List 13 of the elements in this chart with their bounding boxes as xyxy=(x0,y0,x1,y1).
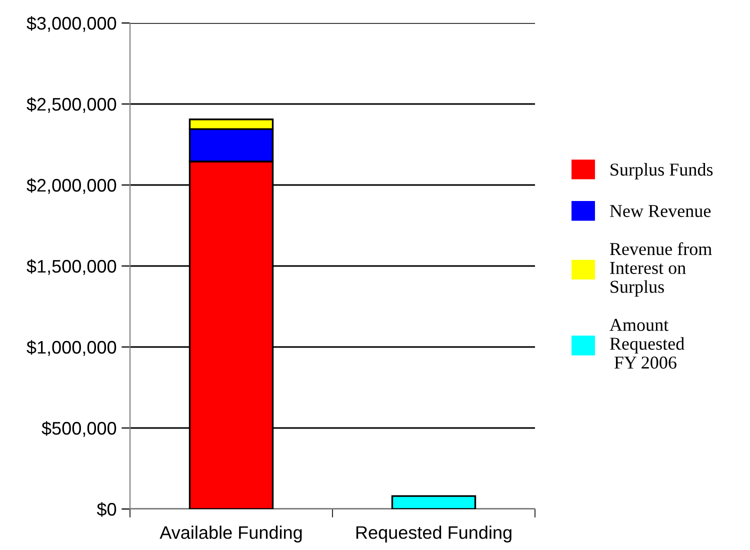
y-tick-label: $2,500,000 xyxy=(26,97,116,113)
y-tick-label: $2,000,000 xyxy=(26,178,116,194)
y-tick-label: $1,000,000 xyxy=(26,340,116,356)
y-tick-label: $0 xyxy=(96,502,116,517)
y-tick-label: $500,000 xyxy=(42,421,116,437)
legend-label: New Revenue xyxy=(610,205,711,218)
y-tick-label: $3,000,000 xyxy=(26,16,116,32)
legend-label: Amount Requested FY 2006 xyxy=(610,318,684,369)
x-tick-label: Available Funding xyxy=(160,526,302,542)
x-tick-label: Requested Funding xyxy=(356,526,512,542)
legend-label: Revenue from Interest on Surplus xyxy=(610,242,712,297)
y-tick-label: $1,500,000 xyxy=(26,259,116,275)
legend-label: Surplus Funds xyxy=(610,162,713,180)
